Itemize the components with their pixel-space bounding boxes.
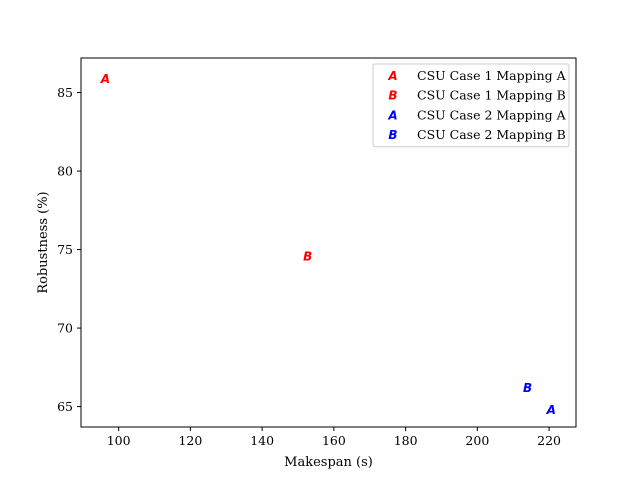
y-tick-label: 65 bbox=[57, 399, 73, 414]
x-tick-label: 120 bbox=[178, 433, 202, 448]
y-axis-label: Robustness (%) bbox=[36, 191, 51, 293]
y-tick-label: 85 bbox=[57, 85, 73, 100]
legend-marker: B bbox=[388, 128, 397, 142]
legend: A CSU Case 1 Mapping A B CSU Case 1 Mapping… bbox=[372, 63, 570, 148]
x-tick-label: 100 bbox=[107, 433, 131, 448]
plot-frame bbox=[80, 57, 577, 428]
legend-marker: B bbox=[388, 89, 397, 103]
x-axis-label: Makespan (s) bbox=[284, 455, 373, 470]
y-axis: 65 70 75 80 85 bbox=[57, 85, 81, 414]
x-tick-label: 160 bbox=[322, 433, 346, 448]
plot-area bbox=[80, 57, 577, 428]
legend-label: CSU Case 2 Mapping A bbox=[417, 107, 567, 122]
data-point: B bbox=[303, 249, 312, 263]
data-point: B bbox=[523, 381, 532, 395]
legend-box bbox=[372, 63, 570, 148]
data-point: A bbox=[546, 403, 556, 417]
legend-label: CSU Case 1 Mapping B bbox=[417, 88, 566, 103]
legend-marker: A bbox=[387, 108, 397, 122]
x-tick-label: 220 bbox=[537, 433, 561, 448]
y-tick-label: 70 bbox=[57, 321, 73, 336]
legend-label: CSU Case 2 Mapping B bbox=[417, 127, 566, 142]
y-tick-label: 80 bbox=[57, 164, 73, 179]
legend-marker: A bbox=[387, 69, 397, 83]
legend-label: CSU Case 1 Mapping A bbox=[417, 68, 567, 83]
x-tick-label: 180 bbox=[394, 433, 418, 448]
data-point: A bbox=[100, 72, 110, 86]
x-tick-label: 200 bbox=[465, 433, 489, 448]
x-axis: 100 120 140 160 180 200 220 bbox=[107, 427, 561, 448]
x-tick-label: 140 bbox=[250, 433, 274, 448]
y-tick-label: 75 bbox=[57, 242, 73, 257]
